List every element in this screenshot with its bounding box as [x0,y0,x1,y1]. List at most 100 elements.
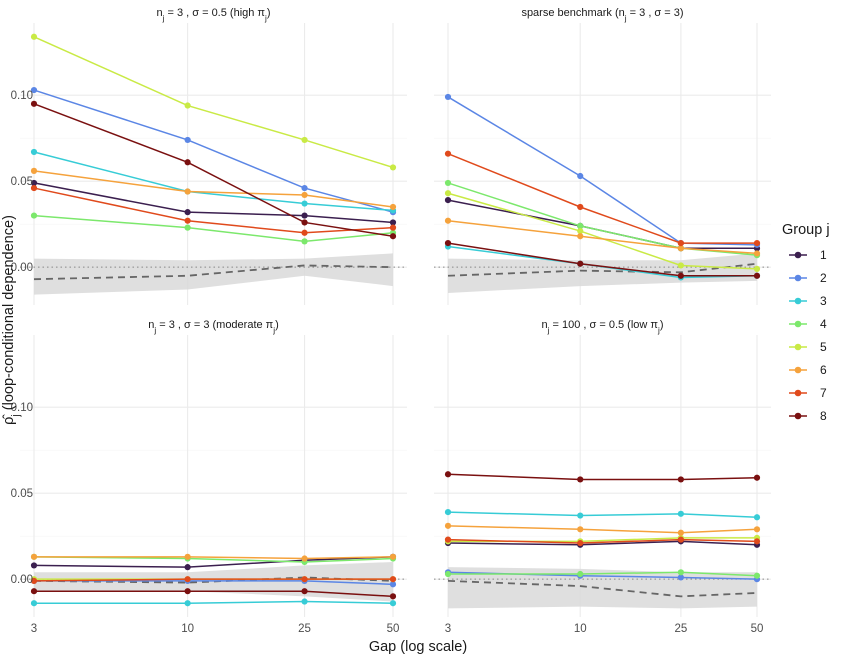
data-point [753,572,761,579]
series-6 [30,167,397,211]
legend-item-4: 4 [789,317,827,331]
x-tick-label: 25 [674,623,687,635]
series-line [447,473,758,481]
y-tick-label: 0.00 [11,262,33,274]
facet-title: sparse benchmark (nj = 3 , σ = 3) [521,7,683,23]
data-point [753,538,761,545]
data-point [444,471,452,478]
legend-item-3: 3 [789,294,827,308]
data-point [389,224,397,231]
data-point [577,476,584,483]
series-8 [30,588,397,600]
series-7 [30,576,397,584]
series-6 [444,217,761,257]
facet-title: nj = 3 , σ = 3 (moderate πj) [148,319,279,335]
series-8 [444,239,761,279]
data-point [444,93,452,101]
data-point [30,562,38,569]
data-point [577,172,584,180]
data-point [30,553,38,560]
y-tick-label: 0.10 [11,402,33,414]
data-point [753,250,761,257]
y-axis-title: ρ̂j (loop-conditional dependence) [1,215,22,425]
null-mean-line [447,262,758,277]
series-line [34,556,394,560]
data-point [301,200,308,207]
data-point [444,509,452,516]
series-7 [444,536,761,547]
data-point [30,100,38,107]
legend-key-point [794,412,802,420]
legend: Group j 1 2 3 4 5 6 7 8 [782,222,830,423]
y-tick-label: 0.05 [11,176,33,188]
legend-item-7: 7 [789,386,827,400]
legend-item-1: 1 [789,248,827,262]
data-point [753,526,761,533]
data-point [184,588,191,595]
data-point [753,265,761,272]
panel-2: sparse benchmark (nj = 3 , σ = 3) [434,7,771,305]
series-6 [30,553,397,562]
data-point [301,136,308,144]
data-point [30,167,38,174]
legend-item-5: 5 [789,340,827,354]
data-point [577,233,584,240]
data-point [30,179,38,187]
legend-key-point [794,320,802,328]
data-point [753,239,761,247]
data-point [677,536,684,543]
data-point [577,512,584,519]
data-point [184,209,191,216]
data-point [301,212,308,219]
data-point [577,539,584,547]
data-point [444,150,452,157]
data-point [30,577,38,584]
series-line [447,538,758,544]
series-line [447,152,757,244]
data-point [184,159,191,166]
x-axis-title: Gap (log scale) [369,639,467,655]
legend-key-point [794,251,802,259]
legend-label: 3 [820,294,827,308]
data-point [301,598,308,605]
series-line [33,556,394,563]
data-point [184,188,191,195]
data-point [30,600,38,607]
data-point [677,262,684,269]
data-point [389,600,397,607]
null-band [448,253,757,293]
legend-key-point [794,274,802,282]
series-line [447,182,758,256]
data-point [389,553,397,560]
series-5 [30,33,397,171]
series-line [33,170,394,208]
data-point [444,197,452,204]
data-point [301,191,308,199]
data-point [677,239,684,247]
series-line [447,245,758,279]
data-point [444,570,452,578]
data-point [677,529,684,536]
legend-label: 4 [820,317,827,331]
panel-4: nj = 100 , σ = 0.5 (low πj) 3 10 25 50 [434,319,771,635]
data-point [753,514,761,521]
data-point [577,227,584,235]
series-line [33,151,394,212]
series-4 [444,569,761,579]
series-line [448,571,758,577]
data-point [677,574,684,581]
series-3 [30,598,397,607]
data-point [30,148,38,156]
legend-label: 7 [820,386,827,400]
series-line [34,600,394,604]
series-line [447,511,758,519]
data-point [184,224,191,231]
data-point [677,510,684,517]
legend-key-point [794,389,802,397]
data-point [184,136,191,144]
data-point [753,474,761,481]
data-point [389,593,397,600]
x-tick-label: 3 [31,623,37,635]
data-point [30,33,38,40]
